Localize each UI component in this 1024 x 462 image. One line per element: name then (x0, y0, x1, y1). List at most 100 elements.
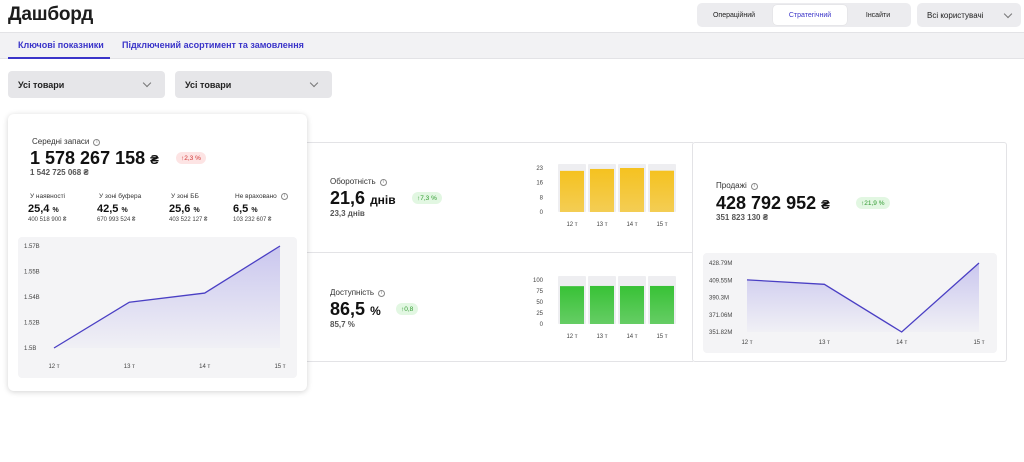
sales-previous: 351 823 130 ₴ (716, 213, 769, 222)
bar (620, 168, 644, 212)
bar (650, 170, 674, 212)
avg-stock-value: 1 578 267 158 ₴ (30, 148, 159, 168)
y-tick-label: 1.54B (24, 295, 40, 301)
sales-change-badge: ↑21,9 % (856, 197, 890, 209)
metric-in-stock-label: У наявності (30, 193, 65, 200)
product-filter-2[interactable]: Усі товари (175, 71, 332, 98)
y-tick-label: 1.5B (24, 346, 36, 352)
bar (560, 170, 584, 212)
x-tick-label: 14 т (626, 222, 637, 228)
bar (650, 285, 674, 324)
y-tick-label: 100 (533, 278, 544, 284)
segment-strategic[interactable]: Стратегічний (773, 5, 847, 25)
x-tick-label: 15 т (656, 334, 667, 340)
active-tab-indicator (8, 57, 110, 59)
y-tick-label: 409.55M (709, 278, 732, 284)
x-tick-label: 15 т (973, 340, 984, 346)
metric-buffer-zone-label: У зоні буфера (99, 193, 142, 200)
y-tick-label: 75 (536, 289, 543, 295)
product-filter-1-label: Усі товари (18, 79, 65, 90)
availability-value: 86,5 % (330, 299, 381, 319)
view-segmented-control: Операційний Стратегічний Інсайти (697, 3, 911, 27)
availability-bar-chart: 0 25 50 75 100 12 т 13 т 14 т 15 т (533, 276, 676, 340)
y-tick-label: 0 (540, 322, 544, 328)
metric-unaccounted-value: 6,5 % (233, 203, 258, 215)
y-tick-label: 1.55B (24, 270, 40, 276)
metric-bb-zone-amount: 403 522 127 ₴ (169, 217, 208, 223)
page-title: Дашборд (8, 4, 94, 25)
y-tick-label: 371.06M (709, 313, 732, 319)
y-tick-label: 8 (540, 195, 544, 201)
metric-buffer-zone-value: 42,5 % (97, 203, 128, 215)
product-filter-2-label: Усі товари (185, 79, 232, 90)
x-tick-label: 13 т (124, 364, 135, 370)
series-line (746, 262, 980, 333)
x-tick-label: 15 т (656, 222, 667, 228)
x-tick-label: 15 т (274, 364, 285, 370)
info-icon[interactable]: i (379, 179, 387, 186)
info-icon[interactable]: i (280, 193, 288, 200)
x-tick-label: 13 т (596, 334, 607, 340)
avg-stock-card: Середні запаси i 1 578 267 158 ₴ ↑2,3 % 1… (8, 114, 307, 391)
avg-stock-line-chart: 1.5B 1.52B 1.54B 1.55B 1.57B 12 т 13 т 14 т 15 т (24, 244, 286, 370)
bar (560, 286, 584, 324)
x-tick-label: 12 т (48, 364, 59, 370)
y-tick-label: 0 (540, 210, 544, 216)
area-fill (747, 263, 979, 332)
header: Дашборд Операційний Стратегічний Інсайти… (0, 0, 1024, 32)
tab-key-indicators[interactable]: Ключові показники (18, 40, 104, 50)
y-tick-label: 390.3M (709, 296, 729, 302)
metric-in-stock-value: 25,4 % (28, 203, 59, 215)
metric-in-stock-amount: 400 518 900 ₴ (28, 217, 67, 223)
y-tick-label: 1.52B (24, 321, 40, 327)
x-tick-label: 12 т (566, 222, 577, 228)
turnover-availability-panel (307, 142, 693, 362)
x-tick-label: 13 т (596, 222, 607, 228)
info-icon[interactable]: i (750, 183, 758, 190)
bar (590, 168, 614, 212)
product-filter-1[interactable]: Усі товари (8, 71, 165, 98)
availability-previous: 85,7 % (330, 320, 355, 329)
turnover-previous: 23,3 днів (330, 209, 365, 218)
x-tick-label: 14 т (199, 364, 210, 370)
segment-operational[interactable]: Операційний (712, 11, 756, 19)
x-tick-label: 12 т (566, 334, 577, 340)
turnover-bar-chart: 0 8 16 23 12 т 13 т 14 т 15 т (536, 164, 676, 228)
sales-title: Продажі i (716, 181, 758, 190)
tab-bar: Ключові показники Підключений асортимент… (0, 32, 1024, 59)
avg-stock-previous: 1 542 725 068 ₴ (30, 168, 89, 177)
user-select[interactable]: Всі користувачі (917, 3, 1021, 27)
tab-connected-assortment[interactable]: Підключений асортимент та замовлення (122, 40, 304, 50)
x-tick-label: 14 т (626, 334, 637, 340)
y-tick-label: 16 (536, 181, 543, 187)
sales-value: 428 792 952 ₴ (716, 193, 830, 213)
series-line (53, 245, 281, 349)
user-select-label: Всі користувачі (927, 10, 984, 20)
y-tick-label: 1.57B (24, 244, 40, 250)
divider (307, 252, 693, 253)
info-icon[interactable]: i (378, 290, 386, 297)
turnover-title: Оборотність i (330, 177, 387, 186)
segment-insights[interactable]: Інсайти (865, 11, 891, 19)
y-tick-label: 25 (536, 311, 543, 317)
turnover-change-badge: ↑7,3 % (412, 192, 442, 204)
y-tick-label: 428.79M (709, 261, 732, 267)
metric-buffer-zone-amount: 670 993 524 ₴ (97, 217, 136, 223)
bar (590, 285, 614, 324)
sales-line-chart: 351.82M 371.06M 390.3M 409.55M 428.79M 12 т 13… (709, 261, 985, 346)
avg-stock-change-badge: ↑2,3 % (176, 152, 206, 164)
avg-stock-title: Середні запаси i (32, 137, 101, 146)
metric-unaccounted-amount: 103 232 607 ₴ (233, 217, 272, 223)
y-tick-label: 23 (536, 166, 543, 172)
chevron-down-icon (142, 78, 152, 88)
x-tick-label: 13 т (819, 340, 830, 346)
bar (620, 286, 644, 324)
chevron-down-icon (309, 78, 319, 88)
y-tick-label: 351.82M (709, 330, 732, 336)
info-icon[interactable]: i (93, 139, 101, 146)
metric-bb-zone-label: У зоні ББ (171, 193, 199, 200)
area-fill (54, 246, 280, 348)
chevron-down-icon (1003, 9, 1013, 19)
turnover-value: 21,6 днів (330, 188, 396, 208)
sales-card (692, 142, 1007, 362)
